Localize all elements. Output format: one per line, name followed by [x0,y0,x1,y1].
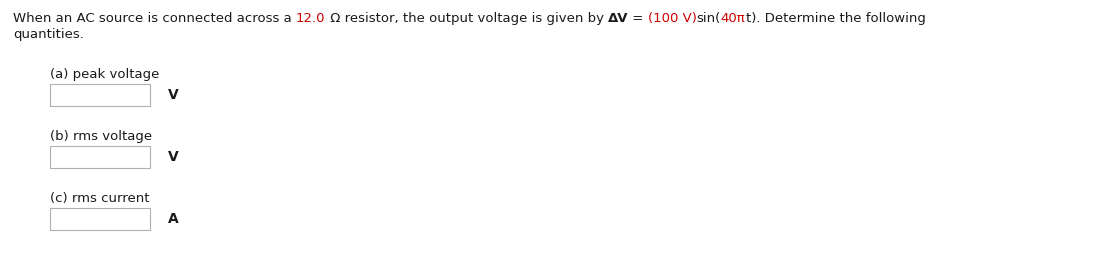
Text: quantities.: quantities. [13,28,84,41]
Text: (b) rms voltage: (b) rms voltage [50,130,152,143]
Text: (c) rms current: (c) rms current [50,192,150,205]
Text: 12.0: 12.0 [296,12,325,25]
Text: When an AC source is connected across a: When an AC source is connected across a [13,12,296,25]
Text: V: V [168,88,179,102]
Text: t). Determine the following: t). Determine the following [746,12,926,25]
Text: =: = [628,12,648,25]
Text: ΔV: ΔV [608,12,628,25]
Text: (a) peak voltage: (a) peak voltage [50,68,160,81]
Text: Ω resistor, the output voltage is given by: Ω resistor, the output voltage is given … [325,12,608,25]
Text: V: V [168,150,179,164]
Text: A: A [168,212,179,226]
Text: sin(: sin( [697,12,720,25]
Text: 40π: 40π [720,12,746,25]
Text: (100 V): (100 V) [648,12,697,25]
